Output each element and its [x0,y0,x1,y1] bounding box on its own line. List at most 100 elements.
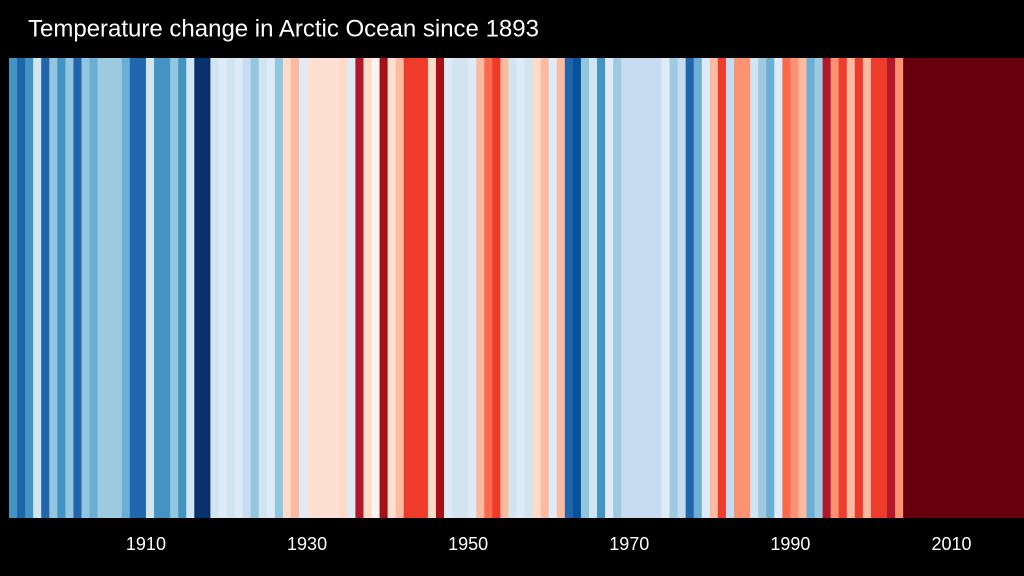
stripe [580,58,590,518]
stripe [315,58,324,518]
stripe [282,58,292,518]
x-tick-label: 1990 [770,534,810,554]
stripe [959,58,969,518]
stripe [709,58,719,518]
x-tick-label: 1970 [609,534,649,554]
stripe [597,58,606,518]
stripe [653,58,663,518]
stripe [49,58,58,518]
stripe [935,58,945,518]
stripe [975,58,985,518]
stripe [41,58,50,518]
stripe [258,58,268,518]
stripe [403,58,413,518]
stripe [121,58,131,518]
stripe [508,58,518,518]
stripe [387,58,397,518]
stripe [742,58,751,518]
stripe [339,58,348,518]
stripe [846,58,856,518]
stripe [145,58,155,518]
stripe [427,58,437,518]
stripe [822,58,832,518]
stripe [9,58,18,518]
stripe [838,58,848,518]
stripe [911,58,920,518]
stripe [137,58,147,518]
stripe [307,58,316,518]
stripe [750,58,759,518]
stripe [548,58,558,518]
stripe [33,58,42,518]
stripe [532,58,542,518]
stripe [460,58,469,518]
stripe [444,58,453,518]
stripe [766,58,775,518]
stripe [25,58,34,518]
stripe [919,58,928,518]
stripe [210,58,220,518]
stripe [323,58,332,518]
stripe [516,58,526,518]
stripe [379,58,389,518]
stripe [226,58,236,518]
chart-title: Temperature change in Arctic Ocean since… [28,15,539,42]
stripe [613,58,622,518]
stripe [89,58,99,518]
stripe [951,58,961,518]
stripe [435,58,445,518]
stripe [862,58,872,518]
stripe [186,58,195,518]
stripe [17,58,26,518]
stripe [782,58,791,518]
stripe [476,58,485,518]
stripe [589,58,598,518]
stripe [170,58,179,518]
stripe [218,58,228,518]
stripe [693,58,703,518]
stripe [564,58,574,518]
stripe [371,58,381,518]
stripe [250,58,260,518]
stripe [806,58,816,518]
stripe [105,58,115,518]
stripe [758,58,767,518]
stripe [347,58,356,518]
stripe [798,58,808,518]
stripe [725,58,735,518]
stripe [290,58,300,518]
stripe [395,58,405,518]
stripe [701,58,711,518]
stripe [355,58,365,518]
stripe [73,58,83,518]
stripe [621,58,630,518]
stripe [1007,58,1017,518]
x-tick-label: 2010 [931,534,971,554]
stripe [194,58,203,518]
stripe [492,58,501,518]
stripe [154,58,163,518]
x-tick-label: 1910 [126,534,166,554]
stripe [903,58,912,518]
stripe [967,58,977,518]
stripe [556,58,566,518]
stripe [1015,58,1024,518]
stripe [734,58,743,518]
stripe [605,58,614,518]
stripe [774,58,783,518]
stripe [178,58,187,518]
stripe [452,58,461,518]
stripe [572,58,582,518]
stripe [790,58,800,518]
stripe [629,58,638,518]
stripe [97,58,107,518]
stripe [234,58,244,518]
stripe [299,58,308,518]
stripe [717,58,727,518]
x-tick-label: 1950 [448,534,488,554]
stripe [814,58,824,518]
stripe [669,58,679,518]
stripe [363,58,373,518]
